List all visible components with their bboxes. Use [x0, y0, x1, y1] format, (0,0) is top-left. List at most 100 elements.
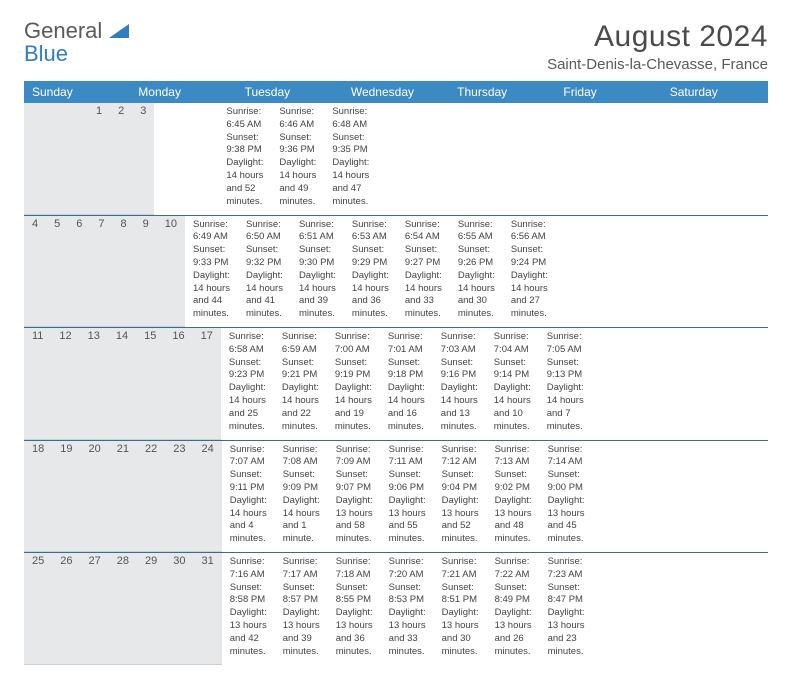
day-sunset: Sunset: 9:26 PM	[458, 244, 495, 270]
daydata-row: Sunrise: 6:45 AMSunset: 9:38 PMDaylight:…	[154, 103, 377, 215]
day-cell: Sunrise: 7:21 AMSunset: 8:51 PMDaylight:…	[434, 553, 487, 665]
day-cell: Sunrise: 6:56 AMSunset: 9:24 PMDaylight:…	[503, 216, 556, 328]
day-cell: Sunrise: 7:11 AMSunset: 9:06 PMDaylight:…	[381, 441, 434, 553]
day-sunset: Sunset: 9:02 PM	[495, 469, 532, 495]
day-sunset: Sunset: 9:16 PM	[441, 357, 478, 383]
day-number: 24	[194, 441, 222, 552]
day-cell: Sunrise: 7:17 AMSunset: 8:57 PMDaylight:…	[275, 553, 328, 665]
calendar-grid: Sunday Monday Tuesday Wednesday Thursday…	[24, 81, 768, 665]
day-sunset: Sunset: 9:14 PM	[494, 357, 531, 383]
day-sunrise: Sunrise: 7:11 AM	[389, 444, 426, 470]
day-dl2: and 26 minutes.	[495, 633, 532, 659]
day-sunrise: Sunrise: 6:54 AM	[405, 219, 442, 245]
daynum-row: 25262728293031	[24, 553, 222, 665]
day-cell: Sunrise: 6:58 AMSunset: 9:23 PMDaylight:…	[221, 328, 274, 440]
day-sunrise: Sunrise: 7:13 AM	[495, 444, 532, 470]
day-dl1: Daylight: 14 hours	[547, 382, 584, 408]
day-dl1: Daylight: 13 hours	[548, 607, 585, 633]
day-dl2: and 1 minute.	[283, 520, 320, 546]
day-dl1: Daylight: 14 hours	[332, 157, 369, 183]
day-number: 2	[110, 103, 132, 214]
day-sunset: Sunset: 9:11 PM	[230, 469, 267, 495]
day-sunset: Sunset: 8:47 PM	[548, 582, 585, 608]
day-cell: Sunrise: 7:16 AMSunset: 8:58 PMDaylight:…	[222, 553, 275, 665]
header-row: General Blue August 2024 Saint-Denis-la-…	[24, 20, 768, 73]
day-number: 18	[24, 441, 52, 552]
day-dl1: Daylight: 14 hours	[279, 157, 316, 183]
day-cell: Sunrise: 7:13 AMSunset: 9:02 PMDaylight:…	[487, 441, 540, 553]
brand-triangle-icon	[109, 24, 129, 43]
day-number: 14	[108, 328, 136, 439]
day-sunset: Sunset: 9:27 PM	[405, 244, 442, 270]
day-dl2: and 41 minutes.	[246, 295, 283, 321]
day-dl1: Daylight: 14 hours	[441, 382, 478, 408]
day-dl1: Daylight: 14 hours	[511, 270, 548, 296]
week-row: 11121314151617Sunrise: 6:58 AMSunset: 9:…	[24, 328, 768, 441]
calendar-page: General Blue August 2024 Saint-Denis-la-…	[0, 0, 792, 685]
title-block: August 2024 Saint-Denis-la-Chevasse, Fra…	[547, 20, 768, 73]
day-cell: Sunrise: 7:01 AMSunset: 9:18 PMDaylight:…	[380, 328, 433, 440]
day-cell: Sunrise: 7:09 AMSunset: 9:07 PMDaylight:…	[328, 441, 381, 553]
day-number	[56, 103, 72, 214]
week-row: 123Sunrise: 6:45 AMSunset: 9:38 PMDaylig…	[24, 103, 768, 216]
day-dl1: Daylight: 13 hours	[495, 607, 532, 633]
day-dl2: and 7 minutes.	[547, 408, 584, 434]
day-sunset: Sunset: 9:35 PM	[332, 132, 369, 158]
day-dl1: Daylight: 14 hours	[226, 157, 263, 183]
daynum-row: 45678910	[24, 216, 185, 328]
day-dl1: Daylight: 14 hours	[299, 270, 336, 296]
daydata-row: Sunrise: 6:58 AMSunset: 9:23 PMDaylight:…	[221, 328, 592, 440]
day-number: 5	[46, 216, 68, 327]
day-number: 29	[137, 553, 165, 664]
day-sunset: Sunset: 9:06 PM	[389, 469, 426, 495]
day-cell	[186, 103, 202, 215]
day-sunset: Sunset: 9:18 PM	[388, 357, 425, 383]
day-dl2: and 30 minutes.	[458, 295, 495, 321]
day-dl2: and 23 minutes.	[548, 633, 585, 659]
day-number: 12	[51, 328, 79, 439]
day-sunrise: Sunrise: 6:45 AM	[226, 106, 263, 132]
day-cell: Sunrise: 7:20 AMSunset: 8:53 PMDaylight:…	[381, 553, 434, 665]
day-dl2: and 22 minutes.	[282, 408, 319, 434]
day-sunrise: Sunrise: 7:22 AM	[495, 556, 532, 582]
day-number: 25	[24, 553, 52, 664]
day-dl2: and 42 minutes.	[230, 633, 267, 659]
day-cell: Sunrise: 6:53 AMSunset: 9:29 PMDaylight:…	[344, 216, 397, 328]
day-cell: Sunrise: 7:18 AMSunset: 8:55 PMDaylight:…	[328, 553, 381, 665]
day-headers-row: Sunday Monday Tuesday Wednesday Thursday…	[24, 81, 768, 103]
day-dl1: Daylight: 14 hours	[282, 382, 319, 408]
day-dl1: Daylight: 13 hours	[283, 607, 320, 633]
day-header-sat: Saturday	[662, 81, 768, 103]
day-cell	[154, 103, 170, 215]
day-cell: Sunrise: 7:00 AMSunset: 9:19 PMDaylight:…	[327, 328, 380, 440]
day-number: 17	[193, 328, 221, 439]
day-sunrise: Sunrise: 7:00 AM	[335, 331, 372, 357]
day-dl1: Daylight: 13 hours	[548, 495, 585, 521]
day-sunrise: Sunrise: 7:04 AM	[494, 331, 531, 357]
day-sunset: Sunset: 9:24 PM	[511, 244, 548, 270]
day-number: 11	[24, 328, 51, 439]
brand-word2: Blue	[24, 41, 68, 66]
day-sunset: Sunset: 9:19 PM	[335, 357, 372, 383]
day-dl2: and 4 minutes.	[230, 520, 267, 546]
day-dl1: Daylight: 13 hours	[442, 607, 479, 633]
day-dl2: and 36 minutes.	[336, 633, 373, 659]
day-dl1: Daylight: 13 hours	[495, 495, 532, 521]
day-number: 28	[109, 553, 137, 664]
day-dl2: and 58 minutes.	[336, 520, 373, 546]
day-number	[24, 103, 40, 214]
day-sunrise: Sunrise: 6:59 AM	[282, 331, 319, 357]
day-cell: Sunrise: 6:48 AMSunset: 9:35 PMDaylight:…	[324, 103, 377, 215]
day-sunrise: Sunrise: 7:01 AM	[388, 331, 425, 357]
day-header-mon: Monday	[130, 81, 236, 103]
day-cell: Sunrise: 6:55 AMSunset: 9:26 PMDaylight:…	[450, 216, 503, 328]
day-dl1: Daylight: 14 hours	[193, 270, 230, 296]
day-cell: Sunrise: 7:04 AMSunset: 9:14 PMDaylight:…	[486, 328, 539, 440]
day-dl2: and 39 minutes.	[283, 633, 320, 659]
day-number: 22	[137, 441, 165, 552]
day-cell: Sunrise: 7:03 AMSunset: 9:16 PMDaylight:…	[433, 328, 486, 440]
day-dl1: Daylight: 13 hours	[389, 607, 426, 633]
day-number	[72, 103, 88, 214]
day-dl1: Daylight: 14 hours	[246, 270, 283, 296]
daynum-row: 18192021222324	[24, 441, 222, 553]
